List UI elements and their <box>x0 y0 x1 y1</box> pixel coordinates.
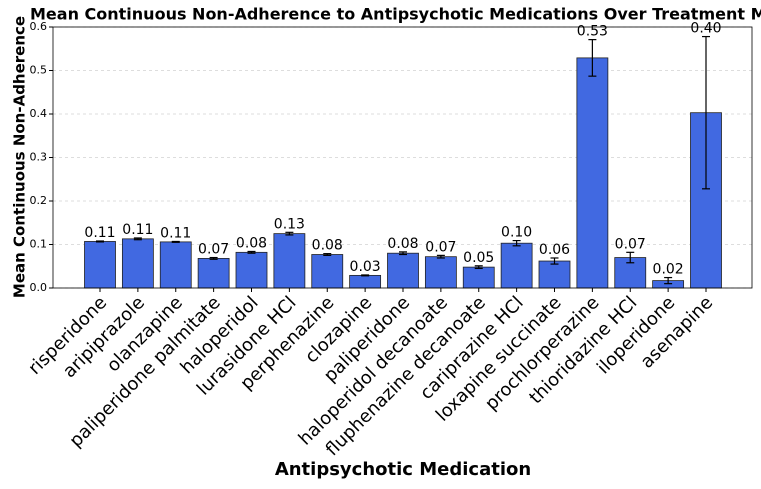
error-bar <box>512 239 521 247</box>
error-bar <box>702 35 710 190</box>
bar <box>349 274 382 289</box>
value-label: 0.03 <box>350 259 381 275</box>
error-bar <box>133 237 142 241</box>
y-tick-label: 0.6 <box>30 20 48 33</box>
bar <box>84 241 116 289</box>
error-bar <box>399 251 407 256</box>
value-label: 0.11 <box>84 225 115 241</box>
bar <box>273 233 306 289</box>
y-tick-label: 0.5 <box>30 64 48 77</box>
value-label: 0.08 <box>387 236 418 252</box>
y-tick-label: 0.0 <box>30 281 48 294</box>
bar <box>500 242 533 289</box>
error-bar <box>436 254 445 259</box>
error-bar <box>209 256 218 260</box>
value-label: 0.05 <box>463 250 494 266</box>
bar <box>387 252 419 289</box>
value-label: 0.07 <box>615 236 646 252</box>
bar <box>159 241 192 289</box>
error-bar <box>323 253 332 256</box>
error-bar <box>285 231 294 236</box>
bar <box>424 256 457 289</box>
error-bar <box>588 39 597 77</box>
value-label: 0.07 <box>425 239 456 255</box>
error-bar <box>247 250 256 254</box>
value-label: 0.02 <box>653 262 684 278</box>
y-tick-label: 0.3 <box>30 151 48 164</box>
bar <box>311 254 344 289</box>
chart-title: Mean Continuous Non-Adherence to Antipsy… <box>30 5 761 24</box>
bar <box>235 251 268 289</box>
bar <box>538 260 571 289</box>
error-bar <box>550 257 559 265</box>
bar <box>576 57 609 289</box>
value-label: 0.08 <box>312 238 343 254</box>
error-bar <box>474 265 483 270</box>
y-axis-label: Mean Continuous Non-Adherence <box>11 16 29 298</box>
value-label: 0.13 <box>274 216 305 232</box>
value-label: 0.40 <box>690 21 721 37</box>
x-axis-label: Antipsychotic Medication <box>275 459 531 480</box>
value-label: 0.53 <box>577 24 608 40</box>
y-tick-label: 0.2 <box>30 194 48 207</box>
bar <box>462 266 495 289</box>
value-label: 0.07 <box>198 242 229 258</box>
error-bar <box>171 240 180 243</box>
error-bar <box>664 276 673 285</box>
error-bar <box>361 274 370 277</box>
value-label: 0.11 <box>122 222 153 238</box>
value-label: 0.10 <box>501 225 532 241</box>
value-label: 0.08 <box>236 235 267 251</box>
error-bar <box>626 251 635 264</box>
error-bar <box>96 240 104 243</box>
plot-frame <box>52 26 753 289</box>
y-tick-label: 0.1 <box>30 238 48 251</box>
bar <box>121 238 154 289</box>
value-label: 0.06 <box>539 242 570 258</box>
bar <box>197 258 230 289</box>
y-tick-label: 0.4 <box>30 107 48 120</box>
value-label: 0.11 <box>160 225 191 241</box>
